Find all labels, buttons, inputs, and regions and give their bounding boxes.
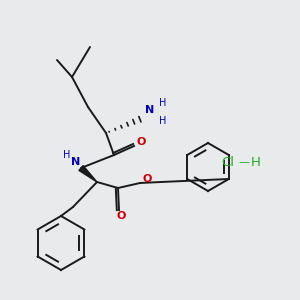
Text: O: O	[136, 137, 146, 147]
Text: H: H	[251, 155, 261, 169]
Text: —: —	[238, 157, 250, 167]
Text: H: H	[159, 98, 167, 108]
Text: H: H	[159, 116, 167, 126]
Text: H: H	[63, 150, 71, 160]
Text: N: N	[71, 157, 81, 167]
Text: O: O	[116, 211, 126, 221]
Polygon shape	[79, 166, 97, 182]
Text: Cl: Cl	[221, 155, 235, 169]
Text: N: N	[146, 105, 154, 115]
Text: O: O	[142, 174, 152, 184]
